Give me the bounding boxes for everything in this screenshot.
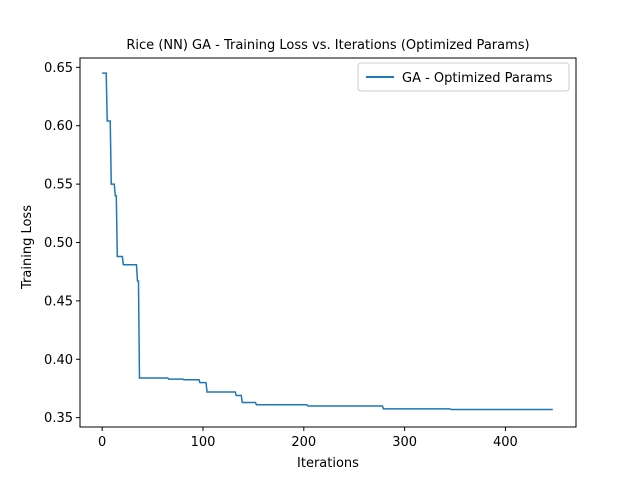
series-line-0 [102, 72, 553, 411]
x-axis-label: Iterations [297, 456, 359, 471]
y-tick-label: 0.35 [44, 411, 73, 426]
x-axis: 0 100 200 300 400 [98, 427, 518, 450]
legend: GA - Optimized Params [357, 62, 570, 92]
plot-background [80, 58, 576, 427]
y-axis-label: Training Loss [20, 205, 35, 290]
x-tick-label: 400 [493, 435, 518, 450]
y-tick-label: 0.40 [44, 353, 73, 368]
chart-title: Rice (NN) GA - Training Loss vs. Iterati… [126, 38, 529, 53]
x-tick-label: 100 [191, 435, 216, 450]
y-tick-label: 0.55 [44, 178, 73, 193]
y-tick-label: 0.60 [44, 119, 73, 134]
y-tick-label: 0.50 [44, 236, 73, 251]
legend-label: GA - Optimized Params [402, 71, 553, 86]
y-tick-label: 0.45 [44, 294, 73, 309]
y-axis: 0.35 0.40 0.45 0.50 0.55 0.60 0.65 [44, 61, 80, 426]
x-tick-label: 0 [98, 435, 106, 450]
legend-frame [357, 62, 570, 92]
plot-area [79, 57, 577, 428]
x-tick-label: 200 [291, 435, 316, 450]
x-tick-label: 300 [392, 435, 417, 450]
y-tick-label: 0.65 [44, 61, 73, 76]
